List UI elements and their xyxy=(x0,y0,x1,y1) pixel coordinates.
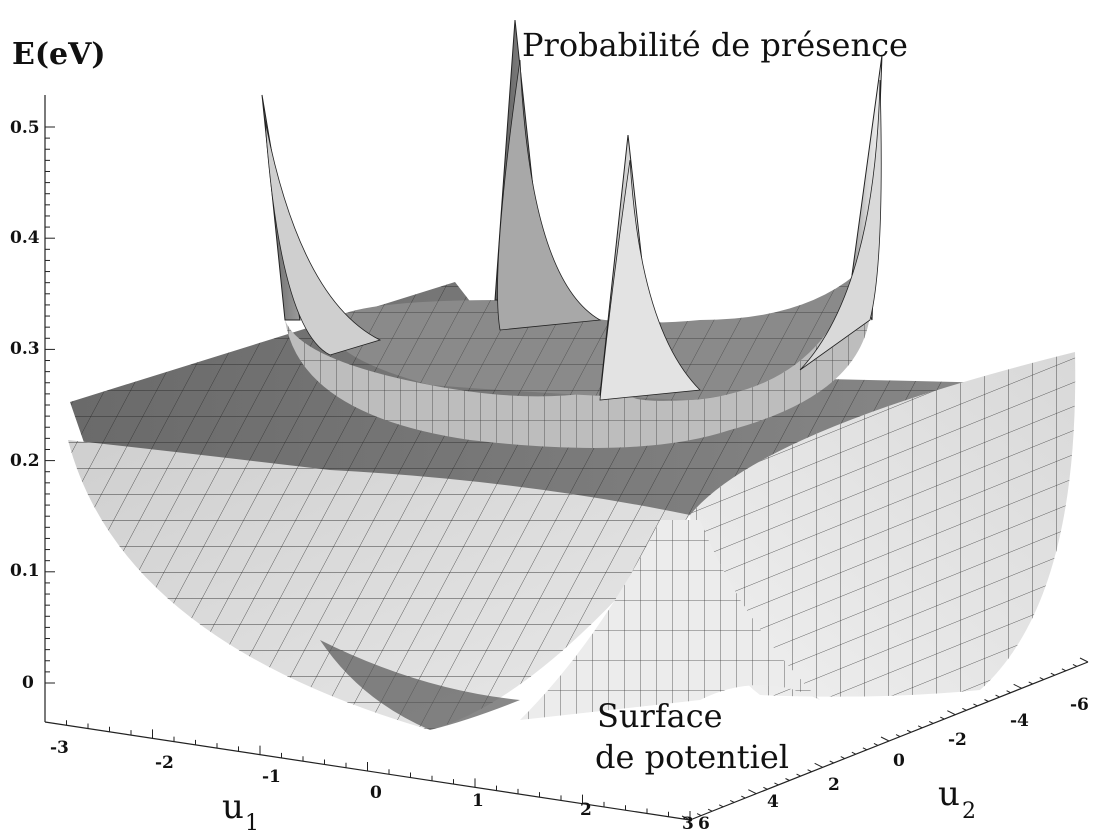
x-minor-ticks xyxy=(44,713,691,820)
x-tick-label: 2 xyxy=(580,800,592,820)
y-tick-label: 0 xyxy=(893,751,905,771)
y-tick-mark xyxy=(1013,683,1022,689)
y-tick-label: 2 xyxy=(828,775,840,795)
y-tick-mark xyxy=(1039,677,1045,681)
x-axis-title-main: u xyxy=(222,787,244,827)
y-tick-mark xyxy=(696,813,702,817)
y-tick-mark xyxy=(917,725,923,729)
y-tick-labels: -6 -4 -2 0 2 4 6 xyxy=(698,695,1089,831)
y-tick-label: -4 xyxy=(1010,711,1029,731)
x-axis-title-subscript: 1 xyxy=(245,811,259,831)
y-tick-mark xyxy=(785,778,790,781)
y-tick-mark xyxy=(814,762,823,768)
z-tick-label: 0.2 xyxy=(10,451,40,471)
z-tick-label: 0.5 xyxy=(10,118,40,138)
annotation-probability: Probabilité de présence xyxy=(522,26,908,64)
annotation-surface-line1: Surface xyxy=(597,697,723,735)
z-axis-title: E(eV) xyxy=(12,37,106,72)
y-tick-mark xyxy=(748,789,757,795)
y-tick-mark xyxy=(995,694,1000,698)
y-tick-mark xyxy=(681,815,691,821)
z-tick-label: 0 xyxy=(22,673,34,693)
y-tick-mark xyxy=(895,734,901,738)
y-tick-mark xyxy=(741,795,746,799)
y-tick-mark xyxy=(1072,663,1078,667)
x-tick-label: -2 xyxy=(155,753,174,773)
y-tick-mark xyxy=(1028,681,1033,685)
x-tick-label: 1 xyxy=(472,791,484,811)
y-tick-mark xyxy=(873,742,879,746)
y-axis-title: u 2 xyxy=(938,774,976,824)
z-tick-labels: 0.5 0.4 0.3 0.2 0.1 0 xyxy=(10,118,40,693)
x-tick-labels: -3 -2 -1 0 1 2 3 xyxy=(50,738,694,831)
probability-surface xyxy=(261,19,883,448)
z-tick-label: 0.1 xyxy=(10,561,40,581)
y-tick-mark xyxy=(763,786,768,790)
y-tick-mark xyxy=(729,799,735,803)
y-tick-mark xyxy=(829,760,834,764)
y-tick-mark xyxy=(851,751,857,755)
y-tick-mark xyxy=(774,782,779,786)
y-axis-title-subscript: 2 xyxy=(962,799,976,824)
z-minor-ticks xyxy=(45,126,55,684)
y-tick-mark xyxy=(906,729,912,733)
x-tick-label: 0 xyxy=(370,783,382,803)
y-tick-mark xyxy=(1006,690,1011,694)
y-tick-mark xyxy=(718,804,724,808)
y-tick-mark xyxy=(928,720,934,724)
y-tick-label: 6 xyxy=(698,814,710,831)
y-tick-label: 4 xyxy=(767,792,779,812)
y-tick-mark xyxy=(880,736,890,742)
y-tick-mark xyxy=(940,716,945,720)
y-tick-mark xyxy=(707,808,713,812)
x-tick-label: -3 xyxy=(50,738,69,758)
y-tick-mark xyxy=(1079,657,1089,663)
potential-surface-front xyxy=(68,352,1076,730)
x-tick-label: 3 xyxy=(682,814,694,831)
y-tick-mark xyxy=(840,756,846,760)
y-tick-mark xyxy=(973,703,978,707)
z-tick-label: 0.4 xyxy=(10,228,40,248)
y-tick-mark xyxy=(862,747,868,751)
y-tick-mark xyxy=(1050,672,1056,676)
x-axis-title: u 1 xyxy=(222,787,259,831)
y-tick-mark xyxy=(947,710,956,716)
y-tick-label: -2 xyxy=(948,730,967,750)
y-tick-mark xyxy=(1061,668,1067,672)
axes xyxy=(44,95,1089,821)
y-tick-mark xyxy=(807,769,812,773)
y-tick-mark xyxy=(962,707,967,711)
z-tick-label: 0.3 xyxy=(10,339,40,359)
x-tick-label: -1 xyxy=(262,767,281,787)
y-tick-mark xyxy=(984,699,989,702)
y-tick-label: -6 xyxy=(1070,695,1089,715)
y-axis-title-main: u xyxy=(938,774,960,814)
y-minor-ticks xyxy=(681,657,1089,821)
y-tick-mark xyxy=(796,773,801,777)
annotation-surface-line2: de potentiel xyxy=(595,738,789,776)
